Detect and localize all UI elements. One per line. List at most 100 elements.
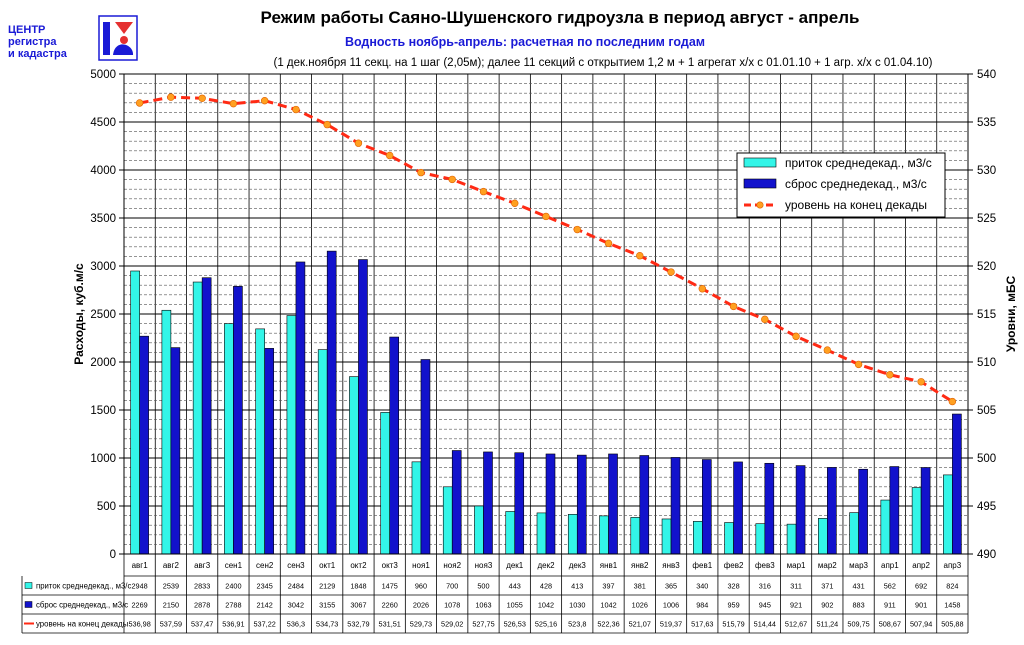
table-cell: 3042 [288, 601, 304, 610]
bar-outflow [733, 461, 743, 555]
level-point [667, 268, 675, 276]
level-line-series [135, 93, 957, 406]
table-cell: 960 [415, 582, 427, 591]
table-cell: 397 [602, 582, 614, 591]
table-cell: 371 [821, 582, 833, 591]
table-cell: 536,91 [222, 620, 244, 629]
level-point [167, 93, 175, 101]
table-cell: 3155 [319, 601, 335, 610]
bar-outflow [514, 452, 525, 555]
level-point [604, 239, 613, 248]
table-cell: 525,16 [535, 620, 557, 629]
table-cell: 2142 [257, 601, 273, 610]
level-point [448, 175, 456, 184]
level-point [354, 139, 363, 147]
bar-outflow [701, 459, 712, 555]
table-cell: 1042 [538, 601, 554, 610]
category-label: фев1 [692, 561, 712, 570]
category-label: ноя3 [475, 561, 493, 570]
bar-outflow [389, 336, 400, 555]
y2-axis-title: Уровни, мБС [1004, 275, 1018, 352]
bar-inflow [724, 522, 734, 555]
table-cell: 921 [790, 601, 802, 610]
table-cell: 515,79 [722, 620, 744, 629]
bar-outflow [201, 277, 212, 555]
level-point [479, 187, 488, 196]
logo-line-2: регистра [8, 36, 57, 48]
category-label: янв3 [662, 561, 680, 570]
category-label: мар2 [818, 561, 837, 570]
category-label: сен2 [256, 561, 274, 570]
y2-tick-label: 520 [977, 261, 996, 273]
category-label: дек3 [569, 561, 587, 570]
bar-inflow [130, 270, 140, 555]
level-line [139, 95, 954, 403]
category-label: сен3 [287, 561, 305, 570]
level-point [917, 378, 925, 386]
bar-inflow [849, 512, 859, 555]
level-point [542, 212, 550, 221]
table-cell: 365 [665, 582, 677, 591]
table-cell: 2788 [225, 601, 241, 610]
category-label: окт3 [382, 561, 399, 570]
bar-inflow [692, 521, 703, 555]
table-cell: 1063 [475, 601, 491, 610]
category-label: мар1 [787, 561, 806, 570]
legend-label-outflow: сброс среднедекад., м3/с [785, 177, 927, 191]
bar-outflow [889, 466, 900, 555]
level-point [823, 346, 832, 354]
chart-title: Режим работы Саяно-Шушенского гидроузла … [261, 8, 860, 27]
bar-outflow [952, 413, 962, 555]
level-point [792, 332, 800, 341]
table-cell: 316 [759, 582, 771, 591]
bar-inflow [755, 523, 766, 555]
table-cell: 512,67 [785, 620, 807, 629]
table-cell: 1006 [663, 601, 679, 610]
table-cell: 2260 [382, 601, 398, 610]
level-point [573, 225, 581, 234]
category-label: фев3 [755, 561, 775, 570]
table-cell: 537,47 [191, 620, 213, 629]
table-cell: 901 [915, 601, 927, 610]
bar-outflow [608, 453, 618, 555]
bar-outflow [483, 451, 493, 555]
bar-inflow [349, 376, 359, 555]
bar-inflow [567, 514, 578, 555]
category-label: авг3 [194, 561, 211, 570]
bar-outflow [358, 259, 368, 555]
bar-outflow [451, 450, 462, 555]
y-tick-label: 5000 [90, 69, 116, 81]
y2-tick-label: 535 [977, 117, 996, 129]
logo-mark-icon [98, 15, 138, 61]
bar-outflow [670, 457, 681, 555]
bar-series [130, 250, 962, 555]
table-cell: 2484 [288, 582, 304, 591]
logo-line-1: ЦЕНТР [8, 24, 45, 36]
table-cell: 959 [727, 601, 739, 610]
category-label: дек2 [537, 561, 555, 570]
bar-outflow [576, 454, 587, 555]
table-cell: 505,88 [941, 620, 963, 629]
level-point [511, 199, 519, 208]
logo: ЦЕНТР регистра и кадастра [8, 15, 138, 61]
bar-outflow [639, 455, 650, 555]
level-point [761, 315, 769, 324]
table-cell: 1475 [382, 582, 398, 591]
level-point [854, 360, 863, 369]
table-cell: 1026 [632, 601, 648, 610]
level-point [198, 94, 206, 102]
table-cell: 692 [915, 582, 927, 591]
table-cell: 2400 [225, 582, 241, 591]
legend-label-inflow: приток среднедекад., м3/с [785, 156, 932, 170]
y-tick-label: 1500 [90, 405, 116, 417]
table-swatch [24, 601, 33, 608]
table-cell: 537,59 [160, 620, 182, 629]
table-cell: 428 [540, 582, 552, 591]
legend-swatch-outflow [743, 178, 777, 189]
bar-inflow [818, 518, 828, 555]
bar-inflow [661, 518, 672, 555]
table-cell: 911 [884, 601, 896, 610]
y-axis-title: Расходы, куб.м/с [72, 263, 86, 365]
data-table: авг1 авг2 авг3 сен1 сен2 сен3 окт1 окт2 окт3 ноя1… [21, 554, 969, 634]
